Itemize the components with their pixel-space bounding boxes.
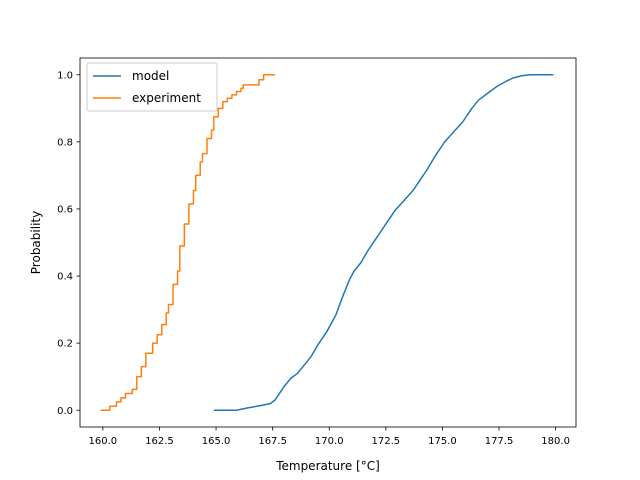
x-tick-label: 172.5 bbox=[372, 436, 401, 447]
x-axis: 160.0 162.5 165.0 167.5 170.0 172.5 175.0 177.5… bbox=[89, 427, 570, 447]
x-tick-label: 162.5 bbox=[145, 436, 174, 447]
x-tick-label: 180.0 bbox=[541, 436, 570, 447]
x-tick-label: 160.0 bbox=[89, 436, 118, 447]
x-tick-label: 165.0 bbox=[202, 436, 231, 447]
y-tick-label: 0.2 bbox=[57, 339, 73, 350]
plot-area bbox=[80, 58, 576, 427]
y-tick-label: 1.0 bbox=[57, 70, 73, 81]
y-tick-label: 0.8 bbox=[57, 137, 73, 148]
series-line-model bbox=[213, 74, 554, 411]
y-axis-label: Probability bbox=[29, 211, 43, 274]
y-tick-label: 0.6 bbox=[57, 205, 73, 216]
y-tick-label: 0.0 bbox=[57, 406, 73, 417]
x-tick-label: 170.0 bbox=[315, 436, 344, 447]
y-tick-label: 0.4 bbox=[57, 272, 73, 283]
y-axis: 0.0 0.2 0.4 0.6 0.8 1.0 bbox=[57, 70, 80, 417]
x-tick-label: 167.5 bbox=[258, 436, 287, 447]
legend-box bbox=[86, 62, 218, 112]
axes-frame bbox=[79, 57, 577, 428]
x-axis-label: Temperature [°C] bbox=[275, 459, 380, 473]
legend-label-model: model bbox=[132, 69, 169, 83]
series-line-experiment bbox=[100, 74, 275, 411]
legend-label-experiment: experiment bbox=[132, 91, 201, 105]
series-layer bbox=[100, 74, 554, 411]
x-tick-label: 175.0 bbox=[428, 436, 457, 447]
x-tick-label: 177.5 bbox=[485, 436, 514, 447]
legend: model experiment bbox=[86, 62, 218, 112]
